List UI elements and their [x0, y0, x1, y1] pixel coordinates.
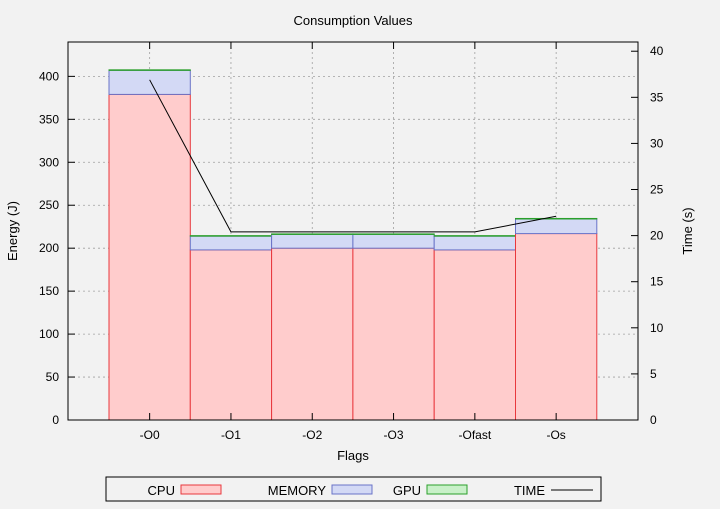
y2-tick-label: 40: [650, 44, 664, 58]
time-line: [149, 79, 557, 233]
bar-cpu: [433, 249, 517, 421]
bar-cpu: [515, 233, 598, 421]
legend-label-gpu: GPU: [393, 483, 421, 498]
legend-label-time: TIME: [514, 483, 545, 498]
y2-tick-label: 20: [650, 229, 664, 243]
x-tick-label: -O1: [221, 428, 241, 442]
bar-memory: [271, 233, 354, 249]
legend-box: [105, 476, 602, 502]
x-tick-label: -Ofast: [459, 428, 492, 442]
bar-memory: [108, 69, 191, 95]
y2-tick-label: 25: [650, 183, 664, 197]
y-tick-label: 150: [39, 284, 59, 298]
bar-cpu: [271, 247, 354, 421]
bar-memory: [515, 218, 598, 235]
y2-tick-label: 5: [650, 367, 657, 381]
y2-tick-label: 30: [650, 136, 664, 150]
time-series-line: [149, 79, 557, 233]
y-tick-label: 400: [39, 69, 59, 83]
x-tick-label: -O2: [302, 428, 322, 442]
y-tick-label: 300: [39, 155, 59, 169]
bar-memory: [189, 235, 273, 251]
axes: 0 50 100 150 200 250 300 350 400 0 5 10 15 20 25 30 35 40…: [39, 42, 664, 442]
bar-gpu: [433, 235, 517, 237]
legend-swatch-cpu: [180, 484, 222, 495]
x-tick-label: -Os: [546, 428, 565, 442]
bar-memory: [352, 233, 435, 249]
chart-title: Consumption Values: [294, 13, 413, 28]
y-axis-label: Energy (J): [5, 201, 20, 261]
y-tick-label: 100: [39, 327, 59, 341]
legend-swatch-memory: [331, 484, 373, 495]
y-tick-label: 250: [39, 198, 59, 212]
y2-tick-label: 10: [650, 321, 664, 335]
x-tick-label: -O0: [140, 428, 160, 442]
y2-tick-label: 35: [650, 90, 664, 104]
y-tick-label: 50: [46, 370, 60, 384]
bar-cpu: [108, 93, 191, 421]
plot-frame: [67, 41, 639, 421]
bar-gpu: [352, 233, 435, 235]
bar-gpu: [189, 235, 273, 237]
bar-memory: [433, 235, 517, 251]
y-tick-label: 200: [39, 241, 59, 255]
x-tick-label: -O3: [384, 428, 404, 442]
legend-label-memory: MEMORY: [268, 483, 327, 498]
y-tick-label: 350: [39, 112, 59, 126]
bar-gpu: [271, 233, 354, 235]
legend-swatch-gpu: [426, 484, 468, 495]
legend-label-cpu: CPU: [148, 483, 175, 498]
y2-tick-label: 0: [650, 413, 657, 427]
x-axis-label: Flags: [337, 448, 369, 463]
y-tick-label: 0: [52, 413, 59, 427]
bar-gpu: [515, 217, 598, 220]
y2-axis-label: Time (s): [680, 207, 695, 254]
bar-gpu: [108, 69, 191, 71]
y2-tick-label: 15: [650, 275, 664, 289]
bar-cpu: [352, 247, 435, 421]
legend: CPU MEMORY GPU TIME: [105, 476, 602, 502]
bar-cpu: [189, 249, 273, 421]
bars: [108, 69, 598, 421]
